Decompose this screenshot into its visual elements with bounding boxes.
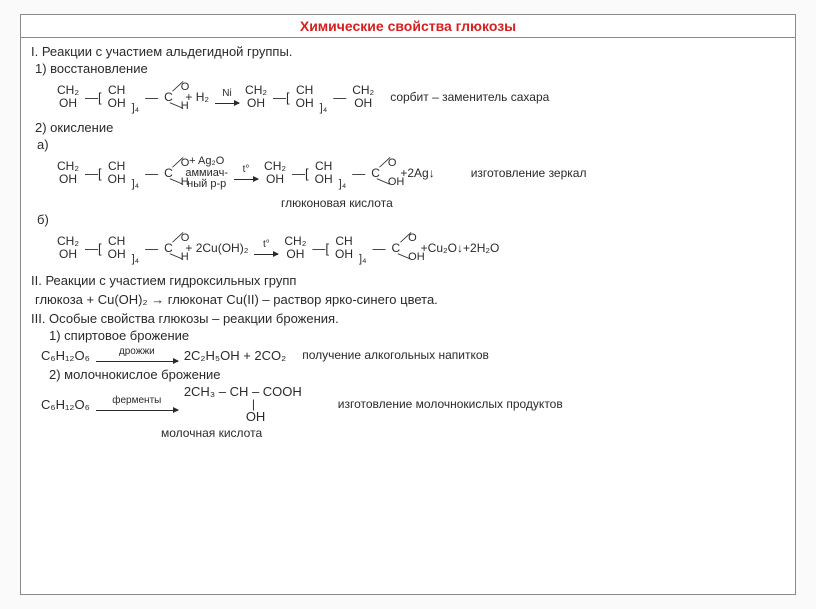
eq1-desc: сорбит – заменитель сахара	[390, 90, 549, 104]
eq4-desc: изготовление молочнокислых продуктов	[338, 397, 563, 411]
section-3-sub2: 2) молочнокислое брожение	[49, 367, 785, 382]
equation-1-row: CH₂ OH —[ CH OH ]₄ — ╱O C ╲H + H₂ Ni CH₂	[57, 80, 785, 114]
equation-2a-row: CH₂OH —[ CHOH ]₄ — ╱O C ╲H + Ag₂O аммиач…	[57, 156, 785, 190]
eq3-desc: получение алкогольных напитков	[302, 348, 489, 362]
section-1-sub2b: б)	[37, 212, 785, 227]
eq4-arrow: ферменты	[96, 395, 178, 413]
equation-4-row: C₆H₁₂O₆ ферменты 2CH₃ – CH – COOH | OH и…	[41, 385, 785, 423]
section-3-sub1: 1) спиртовое брожение	[49, 328, 785, 343]
eq1-aldehyde: ╱O C ╲H	[164, 80, 179, 114]
equation-3-row: C₆H₁₂O₆ дрожжи 2C₂H₅OH + 2CO₂ получение …	[41, 346, 785, 364]
eq3-arrow: дрожжи	[96, 346, 178, 364]
eq4-name: молочная кислота	[161, 426, 785, 440]
section-3-heading: III. Особые свойства глюкозы – реакции б…	[31, 311, 785, 326]
eq1-frag1: CH₂ OH	[57, 84, 79, 111]
section-1-sub2a: а)	[37, 137, 785, 152]
section-1-heading: I. Реакции с участием альдегидной группы…	[31, 44, 785, 59]
document-content: I. Реакции с участием альдегидной группы…	[21, 38, 795, 446]
eq1-arrow: Ni	[215, 89, 239, 106]
section-2-heading: II. Реакции с участием гидроксильных гру…	[31, 273, 785, 288]
eq1-frag2: CH OH	[108, 84, 126, 111]
section-2-line: глюкоза + Cu(OH)₂ → глюконат Cu(II) – ра…	[35, 292, 785, 307]
document-title: Химические свойства глюкозы	[21, 15, 795, 38]
document-sheet: Химические свойства глюкозы I. Реакции с…	[20, 14, 796, 595]
equation-2b-row: CH₂OH —[ CHOH ]₄ — ╱O C ╲H + 2Cu(OH)₂ t°…	[57, 231, 785, 265]
section-1-sub1: 1) восстановление	[35, 61, 785, 76]
eq2a-desc: изготовление зеркал	[471, 166, 587, 180]
eq2a-name: глюконовая кислота	[281, 196, 785, 210]
section-1-sub2: 2) окисление	[35, 120, 785, 135]
